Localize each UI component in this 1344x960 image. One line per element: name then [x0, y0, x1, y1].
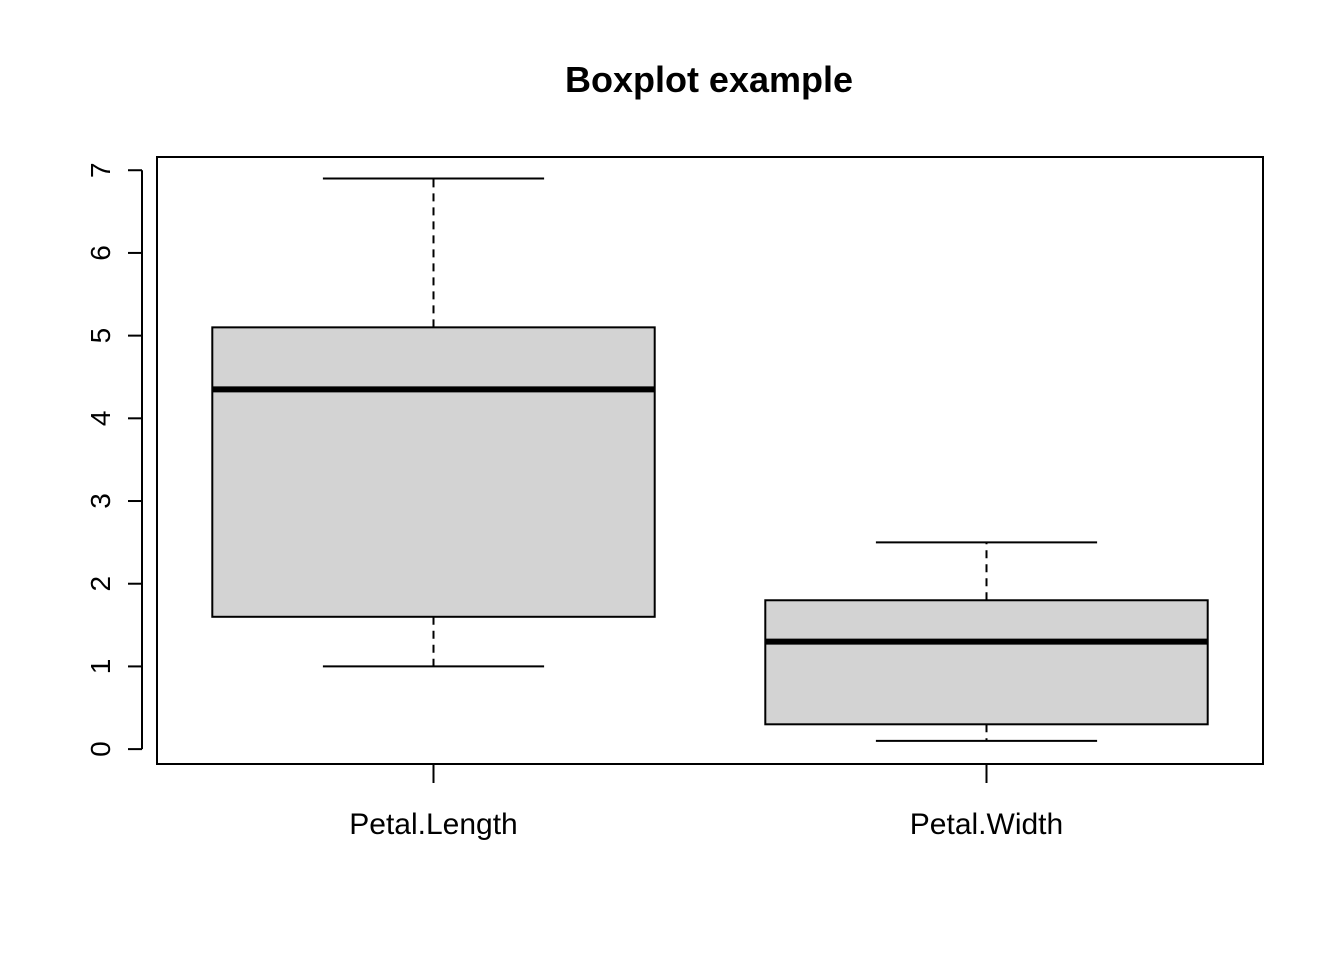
x-tick-label: Petal.Width — [910, 808, 1063, 841]
box-petal-length — [211, 177, 656, 668]
boxes — [211, 177, 1209, 742]
y-axis: 0 1 2 3 4 5 6 7 — [85, 162, 143, 757]
y-tick-label: 5 — [85, 328, 116, 344]
box-petal-width — [764, 541, 1209, 742]
y-tick-label: 0 — [85, 741, 116, 757]
x-tick-label: Petal.Length — [349, 808, 517, 841]
x-axis: Petal.Length Petal.Width — [349, 764, 1063, 841]
y-tick-label: 2 — [85, 576, 116, 592]
y-tick-label: 1 — [85, 659, 116, 675]
plot-frame — [156, 156, 1264, 765]
y-tick-label: 3 — [85, 493, 116, 509]
y-tick-label: 6 — [85, 245, 116, 261]
chart-title: Boxplot example — [565, 59, 853, 100]
y-tick-label: 7 — [85, 162, 116, 178]
iqr-box — [764, 599, 1209, 726]
iqr-box — [211, 326, 656, 618]
y-tick-label: 4 — [85, 411, 116, 427]
